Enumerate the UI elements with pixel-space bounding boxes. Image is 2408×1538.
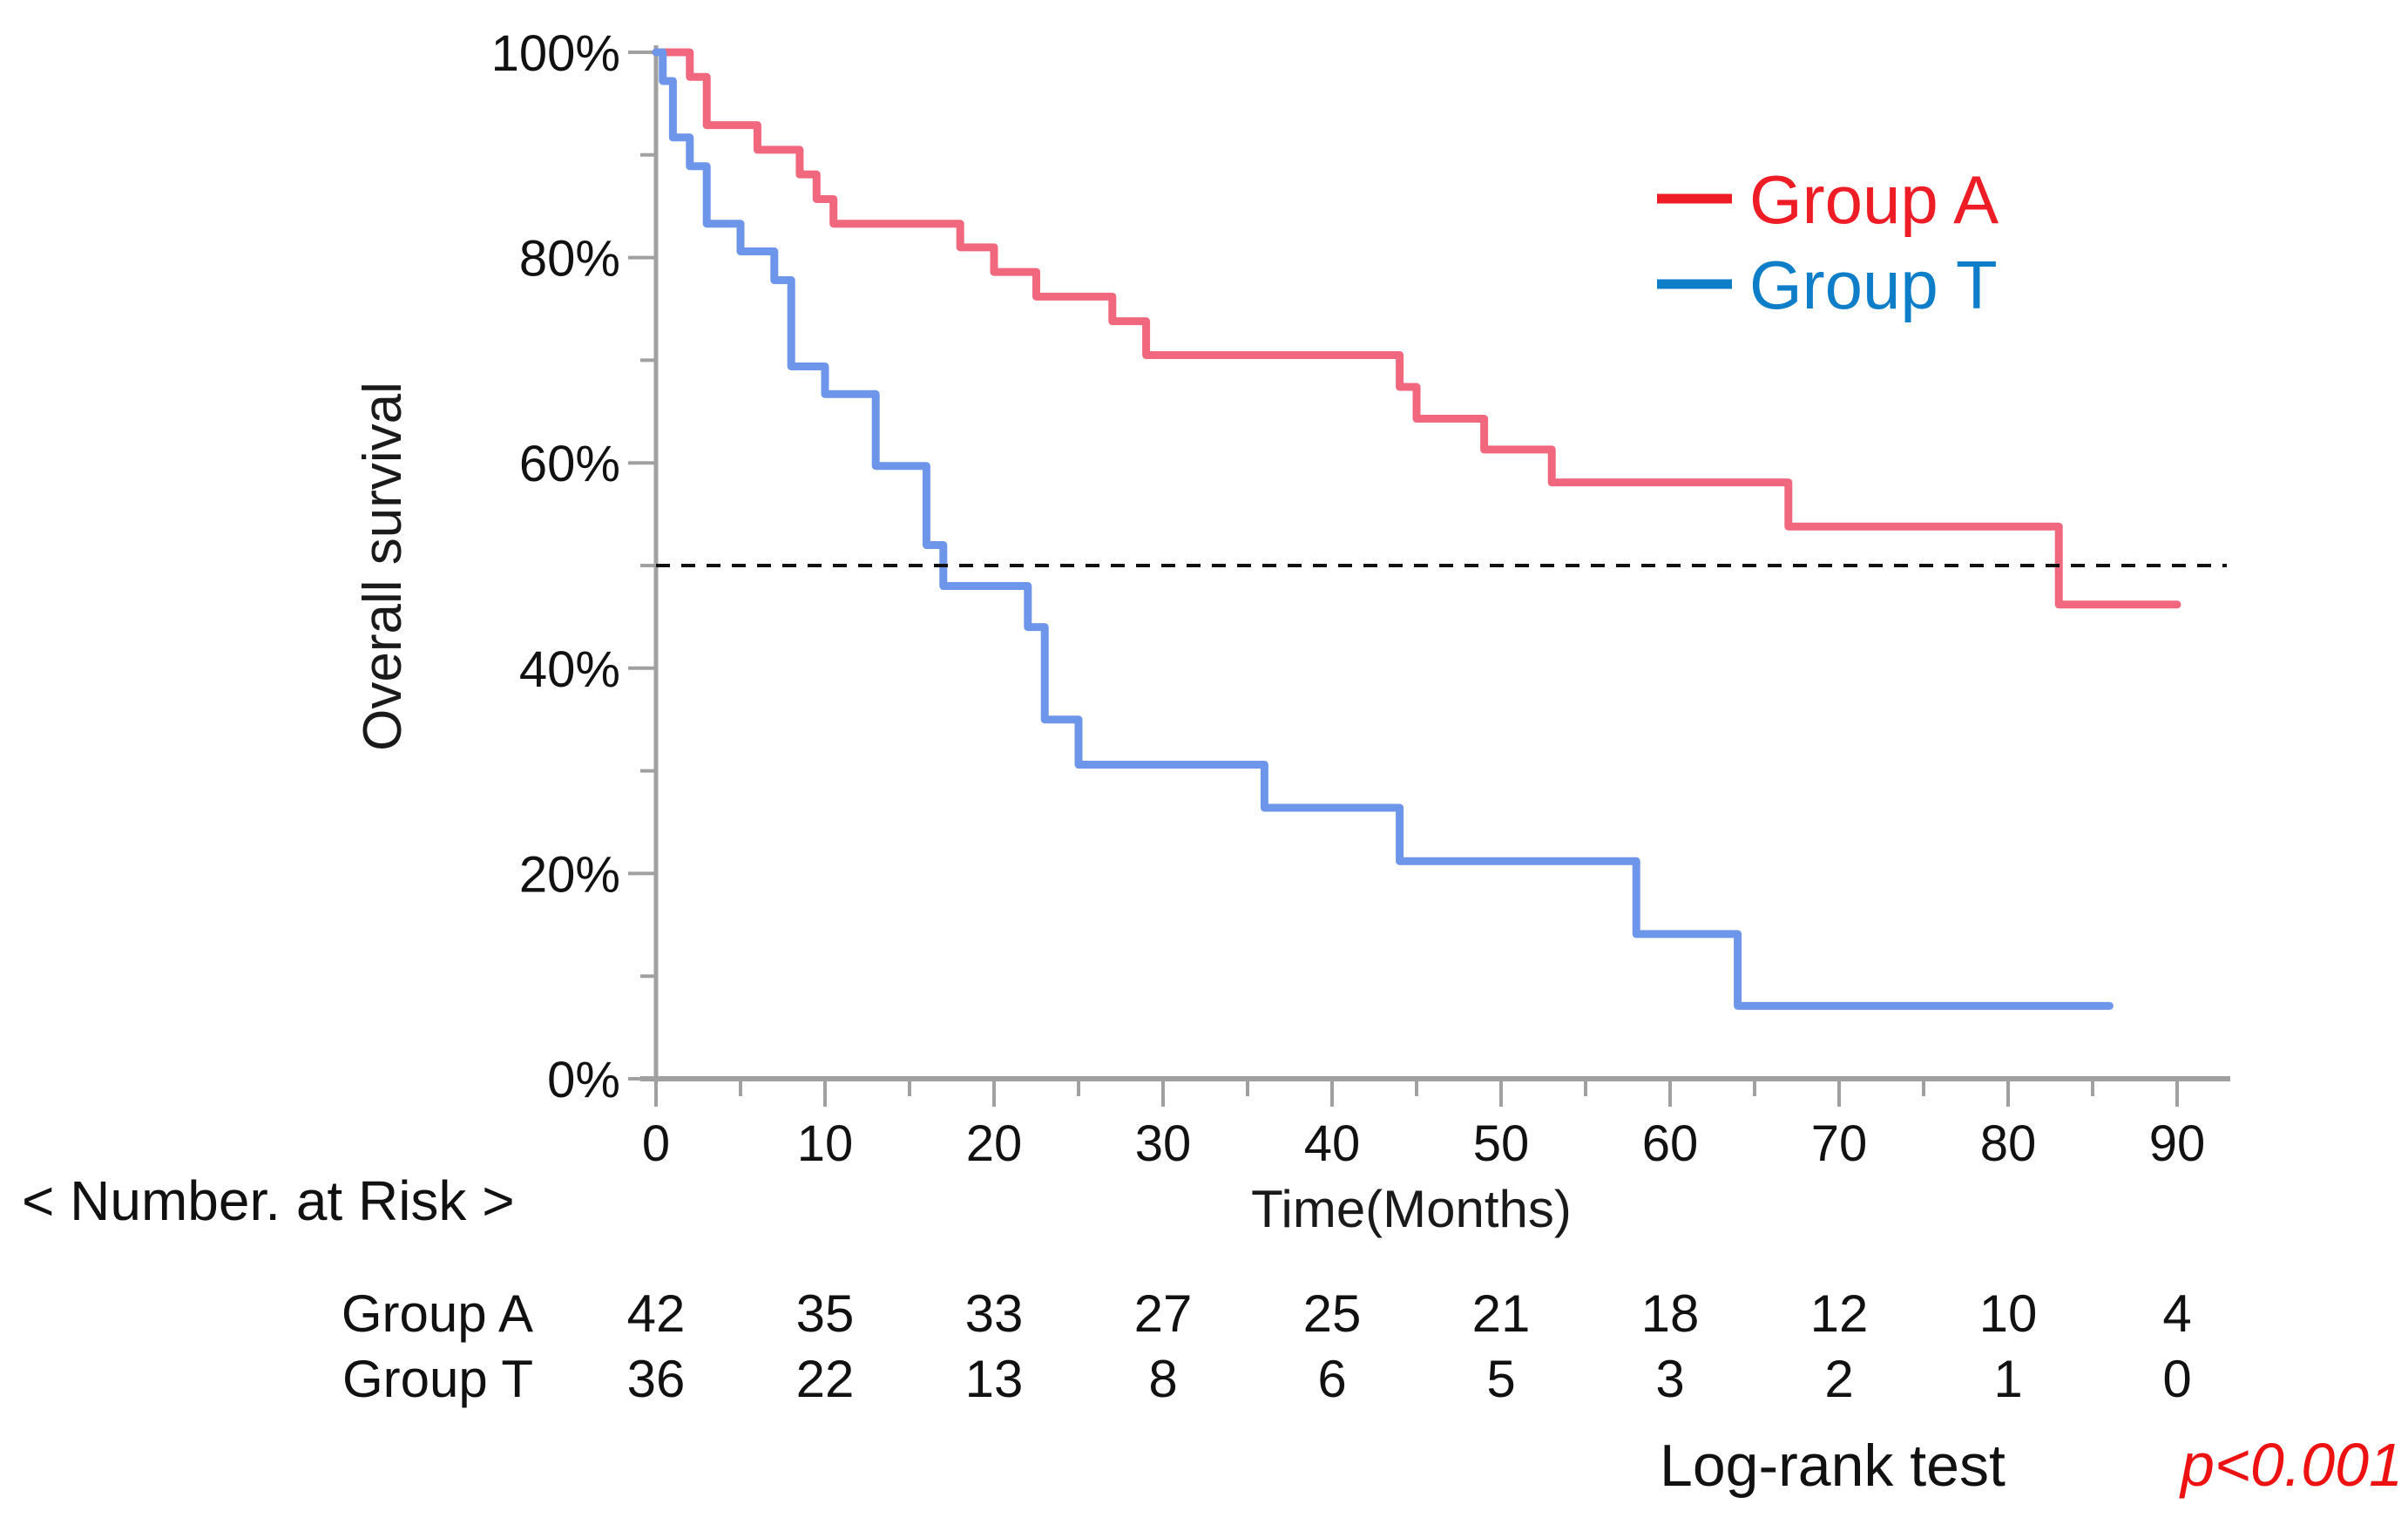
risk-value: 8 [1148,1350,1177,1408]
risk-value: 5 [1486,1350,1515,1408]
risk-value: 18 [1641,1284,1700,1343]
y-tick-label: 40% [519,641,620,698]
risk-table: < Number. at Risk > Group A Group T 42 35… [22,1169,2192,1408]
legend: Group A Group T [1657,161,1999,323]
risk-value: 4 [2162,1284,2191,1343]
x-tick-label: 0 [642,1115,670,1172]
plot-area: 100% 80% 60% 40% 20% 0% 0 10 20 30 40 50 60 70 80 90 [491,25,2230,1172]
x-tick-label: 60 [1642,1115,1699,1172]
risk-value: 2 [1824,1350,1853,1408]
risk-value: 6 [1317,1350,1346,1408]
x-tick-label: 40 [1304,1115,1361,1172]
x-tick-label: 10 [797,1115,854,1172]
risk-value: 35 [796,1284,855,1343]
y-tick-label: 100% [491,25,620,82]
risk-table-title: < Number. at Risk > [22,1169,515,1232]
x-axis-title: Time(Months) [1251,1180,1572,1238]
risk-value: 21 [1472,1284,1531,1343]
logrank-test-label: Log-rank test [1660,1433,2006,1499]
legend-group-a-label: Group A [1749,161,1999,238]
x-tick-label: 50 [1473,1115,1530,1172]
survival-curve-group-t [652,48,2114,1010]
risk-value: 3 [1655,1350,1684,1408]
risk-value: 13 [965,1350,1024,1408]
x-tick-label: 70 [1811,1115,1868,1172]
survival-curve-group-a [652,48,2181,609]
risk-row-label-group-t: Group T [342,1350,533,1408]
legend-group-t-label: Group T [1749,247,1998,323]
risk-value: 27 [1134,1284,1193,1343]
risk-value: 12 [1810,1284,1869,1343]
y-tick-label: 80% [519,231,620,288]
x-tick-label: 90 [2149,1115,2206,1172]
risk-value: 10 [1979,1284,2038,1343]
risk-values: 42 35 33 27 25 21 18 12 10 436 22 13 8 6 5 3 2 1 0 [627,1284,2192,1408]
risk-value: 33 [965,1284,1024,1343]
risk-value: 1 [1993,1350,2022,1408]
risk-value: 22 [796,1350,855,1408]
y-tick-label: 0% [547,1052,620,1108]
y-axis-title: Overall survival [353,382,413,751]
x-tick-label: 80 [1980,1115,2037,1172]
x-tick-label: 30 [1135,1115,1192,1172]
footer-stats: Log-rank test p<0.001 [1660,1431,2403,1499]
risk-value: 25 [1303,1284,1362,1343]
x-tick-label: 20 [966,1115,1023,1172]
y-tick-label: 60% [519,436,620,492]
y-tick-label: 20% [519,846,620,903]
risk-value: 0 [2162,1350,2191,1408]
risk-row-label-group-a: Group A [342,1284,533,1343]
risk-value: 42 [627,1284,686,1343]
risk-value: 36 [627,1350,686,1408]
p-value: p<0.001 [2179,1431,2403,1499]
